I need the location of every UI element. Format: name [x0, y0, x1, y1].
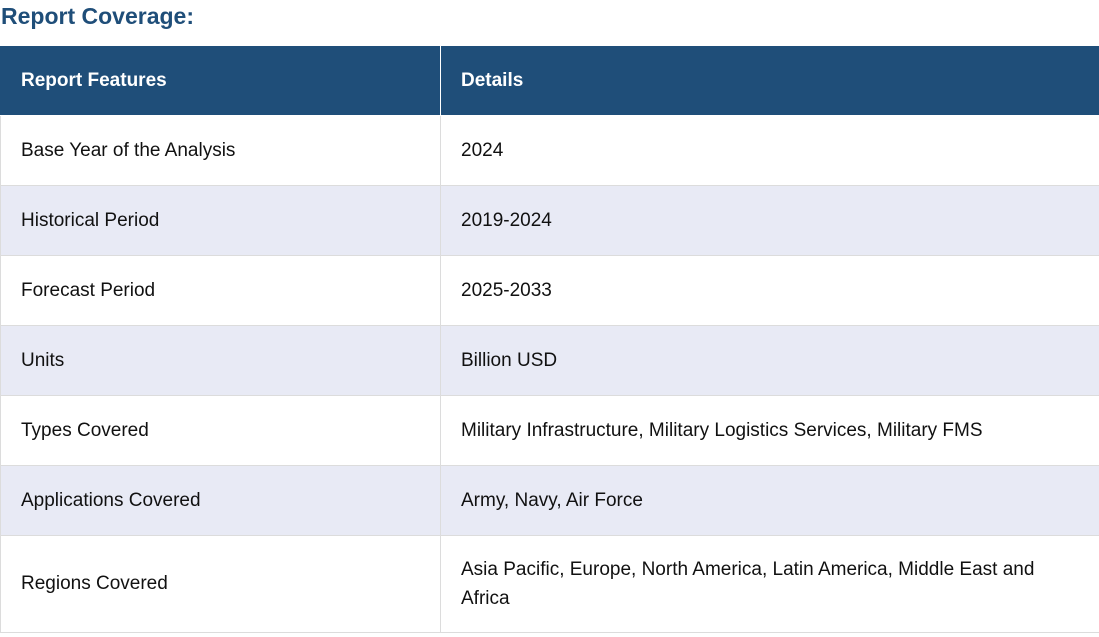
details-cell: Military Infrastructure, Military Logist…	[440, 395, 1099, 466]
details-cell: Asia Pacific, Europe, North America, Lat…	[440, 535, 1099, 633]
header-row: Report Features Details	[0, 45, 1099, 116]
report-coverage-table: Report Features Details Base Year of the…	[0, 45, 1099, 633]
details-cell: 2024	[440, 115, 1099, 186]
table-row: Applications Covered Army, Navy, Air For…	[0, 465, 1099, 536]
table-row: Historical Period 2019-2024	[0, 185, 1099, 256]
table-header: Report Features Details	[0, 45, 1099, 116]
details-cell: 2025-2033	[440, 255, 1099, 326]
feature-cell: Units	[0, 325, 441, 396]
table-row: Regions Covered Asia Pacific, Europe, No…	[0, 535, 1099, 633]
table-body: Base Year of the Analysis 2024 Historica…	[0, 115, 1099, 633]
details-cell: 2019-2024	[440, 185, 1099, 256]
table-row: Base Year of the Analysis 2024	[0, 115, 1099, 186]
feature-cell: Types Covered	[0, 395, 441, 466]
feature-cell: Forecast Period	[0, 255, 441, 326]
details-cell: Army, Navy, Air Force	[440, 465, 1099, 536]
report-coverage-table-container: Report Features Details Base Year of the…	[0, 45, 1099, 633]
feature-cell: Applications Covered	[0, 465, 441, 536]
table-row: Units Billion USD	[0, 325, 1099, 396]
feature-cell: Base Year of the Analysis	[0, 115, 441, 186]
details-cell: Billion USD	[440, 325, 1099, 396]
feature-cell: Historical Period	[0, 185, 441, 256]
table-row: Types Covered Military Infrastructure, M…	[0, 395, 1099, 466]
section-heading: Report Coverage:	[1, 3, 194, 29]
feature-cell: Regions Covered	[0, 535, 441, 633]
header-details: Details	[440, 45, 1099, 116]
table-row: Forecast Period 2025-2033	[0, 255, 1099, 326]
header-report-features: Report Features	[0, 45, 441, 116]
